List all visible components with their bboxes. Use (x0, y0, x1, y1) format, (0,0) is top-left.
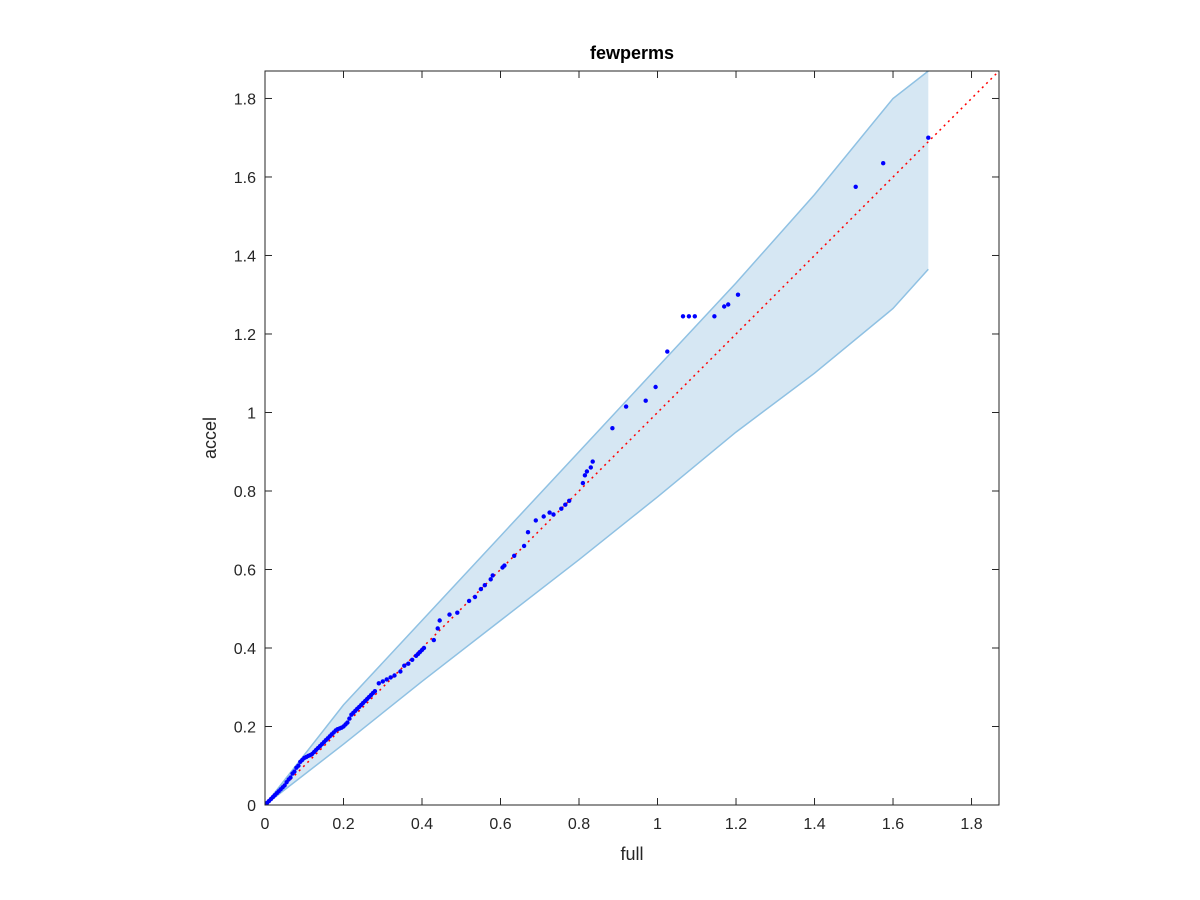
data-point (431, 637, 436, 643)
data-point (406, 661, 411, 666)
data-point (588, 465, 593, 470)
data-point (726, 302, 731, 307)
data-point (384, 677, 389, 682)
data-point (345, 720, 350, 725)
data-point (296, 763, 301, 768)
data-point (541, 514, 546, 519)
data-point (582, 473, 588, 478)
y-tick-label: 1.8 (234, 91, 256, 108)
chart-title: fewperms (590, 43, 674, 63)
data-point (380, 679, 385, 684)
x-tick-label: 0.6 (489, 816, 511, 833)
data-point (421, 645, 427, 651)
x-tick-label: 0.4 (411, 816, 433, 833)
data-point (653, 384, 658, 390)
data-point (435, 626, 440, 631)
reference-line-layer (265, 71, 999, 805)
data-point (533, 518, 538, 523)
data-point (525, 530, 531, 535)
data-point (563, 502, 568, 507)
data-point (402, 663, 407, 668)
data-point (584, 469, 590, 474)
x-tick-label: 0.2 (332, 816, 354, 833)
y-tick-label: 1.4 (234, 248, 256, 265)
y-tick-label: 0.2 (234, 719, 256, 736)
data-point (735, 292, 741, 297)
data-point (376, 681, 381, 686)
data-point (686, 314, 692, 319)
data-point (521, 543, 527, 549)
data-point (567, 498, 572, 503)
data-point (623, 404, 629, 409)
confidence-band-lower (265, 268, 929, 805)
y-tick-label: 0.4 (234, 641, 256, 658)
data-point (502, 563, 507, 568)
axes-layer: 0 0.2 0.4 0.6 0.8 1 1.2 1.4 1.6 1.8 0 0.2 0.4 0.6 0.8 1… (234, 70, 1000, 833)
y-axis-label: accel (200, 417, 220, 459)
data-point (466, 598, 472, 604)
reference-line (265, 71, 999, 805)
data-point (488, 577, 493, 582)
data-point (712, 314, 717, 319)
data-point (398, 669, 403, 674)
data-point (610, 426, 615, 431)
x-tick-label: 1.4 (803, 816, 825, 833)
x-axis-label: full (620, 844, 643, 864)
confidence-band-fill (265, 71, 929, 805)
y-tick-label: 1.6 (234, 170, 256, 187)
data-point (410, 657, 415, 662)
y-tick-label: 0 (247, 798, 256, 815)
x-tick-label: 1.8 (960, 816, 982, 833)
x-tick-label: 1.6 (882, 816, 904, 833)
data-point (590, 459, 595, 464)
axes-box (264, 70, 1000, 806)
confidence-band-upper (265, 71, 929, 805)
data-point (722, 304, 727, 309)
x-tick-label: 1 (653, 816, 662, 833)
data-point (665, 349, 670, 354)
data-point (347, 716, 352, 721)
data-point (926, 135, 931, 140)
data-point (559, 506, 564, 511)
confidence-band-layer (265, 71, 929, 805)
data-point (490, 573, 495, 578)
data-point (472, 594, 478, 600)
x-tick-label: 0.8 (568, 816, 590, 833)
y-tick-label: 0.6 (234, 562, 256, 579)
data-point (478, 586, 484, 592)
x-tick-label: 1.2 (725, 816, 747, 833)
y-tick-label: 1.2 (234, 327, 256, 344)
data-point (455, 610, 460, 615)
data-point (512, 553, 517, 558)
data-point (680, 314, 686, 319)
data-point (881, 161, 886, 166)
x-tick-label: 0 (261, 816, 270, 833)
data-point (288, 775, 293, 780)
y-tick-label: 1 (247, 405, 256, 422)
data-point (580, 480, 586, 486)
data-point (643, 398, 648, 403)
data-point (282, 783, 287, 788)
data-point (547, 510, 552, 515)
y-tick-label: 0.8 (234, 484, 256, 501)
data-point (853, 184, 858, 189)
data-point (437, 618, 442, 623)
data-point (551, 512, 556, 517)
data-point (482, 583, 487, 588)
data-point (292, 769, 297, 774)
data-point (692, 314, 697, 319)
data-point (392, 673, 397, 678)
data-point (388, 675, 393, 680)
data-point (372, 689, 378, 694)
data-points-layer (265, 135, 931, 805)
data-point (447, 612, 452, 617)
